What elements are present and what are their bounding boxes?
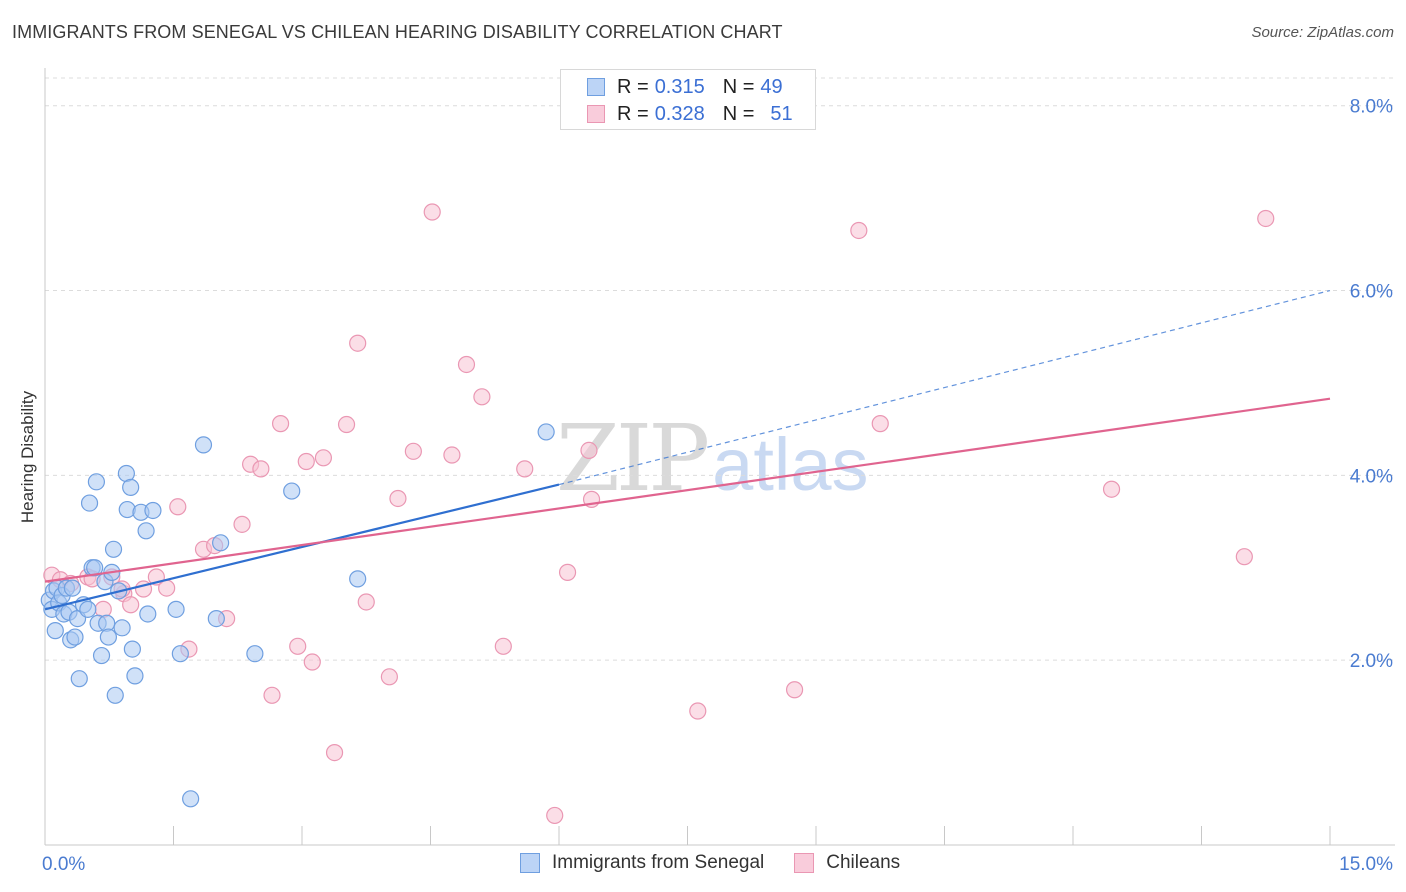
- senegal-point: [139, 605, 157, 623]
- chileans-point: [871, 415, 889, 433]
- chileans-point: [263, 686, 281, 704]
- senegal-point: [87, 473, 106, 491]
- senegal-trend-extension: [558, 289, 1331, 486]
- senegal-point: [537, 423, 555, 441]
- chileans-point: [289, 637, 307, 655]
- correlation-legend: R = 0.315 N = 49 R = 0.328 N = 51: [560, 69, 816, 130]
- series-legend: Immigrants from Senegal Chileans: [520, 852, 930, 874]
- x-tick-label: 0.0%: [42, 854, 85, 875]
- senegal-swatch: [587, 78, 605, 96]
- chileans-point: [380, 668, 398, 686]
- chileans-point: [516, 460, 534, 478]
- senegal-point: [46, 622, 64, 640]
- n-label: N =: [722, 102, 755, 125]
- senegal-point: [79, 600, 97, 618]
- n-value: 49: [760, 75, 783, 98]
- senegal-point: [137, 522, 155, 540]
- chileans-point: [122, 596, 140, 614]
- legend-row-chileans: R = 0.328 N = 51: [587, 103, 793, 125]
- senegal-point: [194, 436, 213, 454]
- chileans-point: [1235, 548, 1253, 566]
- senegal-point: [123, 640, 141, 658]
- senegal-point: [66, 628, 84, 646]
- legend-row-senegal: R = 0.315 N = 49: [587, 76, 783, 98]
- chileans-point: [423, 203, 441, 221]
- chileans-point: [337, 415, 356, 434]
- chileans-point: [494, 637, 512, 655]
- chileans-point: [314, 449, 333, 467]
- y-tick-label: 2.0%: [1350, 651, 1393, 672]
- senegal-trend-line: [44, 483, 560, 611]
- chileans-point: [158, 579, 176, 597]
- senegal-point: [92, 646, 111, 665]
- r-value: 0.328: [654, 102, 705, 125]
- legend-label: Chileans: [826, 852, 901, 873]
- chileans-trend-line: [44, 397, 1331, 583]
- chileans-point: [443, 446, 461, 464]
- chileans-point: [357, 593, 375, 611]
- chileans-point: [271, 415, 290, 433]
- n-label: N =: [722, 75, 755, 98]
- senegal-point: [349, 570, 367, 588]
- chileans-point: [349, 334, 367, 352]
- n-value: 51: [770, 102, 793, 125]
- chileans-swatch: [587, 105, 605, 123]
- senegal-point: [212, 534, 230, 552]
- chart-title: IMMIGRANTS FROM SENEGAL VS CHILEAN HEARI…: [12, 22, 783, 42]
- senegal-point: [122, 478, 140, 496]
- legend-item-senegal: Immigrants from Senegal: [520, 852, 764, 874]
- chileans-point: [473, 388, 491, 406]
- senegal-point: [167, 600, 185, 618]
- chileans-point: [850, 221, 868, 240]
- senegal-point: [182, 790, 200, 808]
- chileans-point: [303, 653, 321, 671]
- source-label: Source: ZipAtlas.com: [1251, 24, 1394, 41]
- chileans-point: [1102, 480, 1121, 498]
- legend-item-chileans: Chileans: [794, 852, 900, 874]
- senegal-point: [171, 645, 189, 663]
- chileans-point: [169, 498, 187, 516]
- chileans-point: [325, 743, 344, 762]
- r-label: R =: [617, 75, 649, 98]
- chileans-point: [546, 806, 564, 825]
- chileans-point: [1257, 209, 1275, 228]
- senegal-point: [104, 540, 123, 558]
- senegal-point: [246, 645, 264, 663]
- chileans-point: [297, 452, 315, 471]
- chileans-point: [404, 442, 422, 460]
- senegal-point: [144, 501, 162, 520]
- chileans-point: [233, 515, 251, 533]
- senegal-point: [70, 670, 88, 688]
- chileans-point: [252, 460, 270, 478]
- senegal-point: [207, 609, 225, 628]
- y-tick-label: 8.0%: [1350, 97, 1393, 118]
- senegal-point: [63, 579, 82, 597]
- senegal-point: [113, 619, 131, 637]
- senegal-point: [86, 559, 104, 577]
- senegal-point: [126, 667, 144, 685]
- senegal-point: [80, 494, 99, 512]
- chileans-point: [558, 563, 577, 581]
- senegal-swatch: [520, 853, 540, 873]
- y-tick-label: 6.0%: [1350, 282, 1393, 303]
- senegal-point: [99, 628, 117, 646]
- chileans-point: [689, 702, 707, 720]
- r-label: R =: [617, 102, 649, 125]
- x-tick-label: 15.0%: [1339, 854, 1393, 875]
- chileans-point: [457, 355, 476, 374]
- senegal-point: [106, 686, 124, 704]
- chileans-swatch: [794, 853, 815, 873]
- chileans-point: [389, 489, 407, 508]
- y-tick-label: 4.0%: [1350, 466, 1393, 487]
- chileans-point: [785, 681, 804, 699]
- legend-label: Immigrants from Senegal: [552, 852, 765, 873]
- r-value: 0.315: [654, 75, 705, 98]
- chileans-point: [580, 441, 598, 460]
- senegal-point: [283, 482, 301, 500]
